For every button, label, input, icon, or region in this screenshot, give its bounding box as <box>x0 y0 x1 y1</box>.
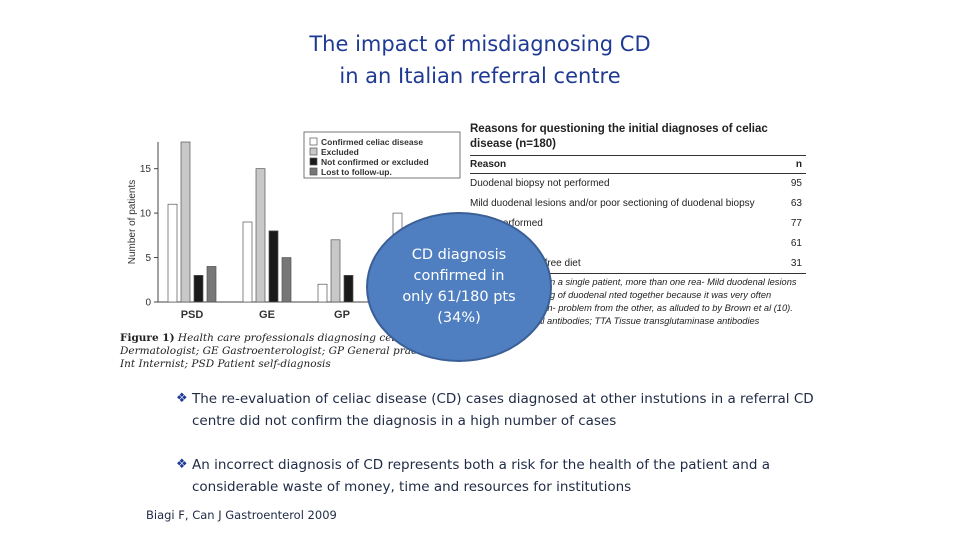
callout-text: CD diagnosis confirmed in only 61/180 pt… <box>402 247 516 326</box>
row-n: 77 <box>790 218 802 229</box>
header-reason: Reason <box>470 155 766 174</box>
y-axis-title: Number of patients <box>127 180 138 265</box>
bar <box>268 230 279 303</box>
diamond-bullet-icon: ❖ <box>176 457 188 472</box>
bullet-text: An incorrect diagnosis of CD represents … <box>192 457 771 495</box>
y-tick-label: 15 <box>140 164 152 175</box>
x-tick-label: GP <box>334 309 350 321</box>
y-tick-label: 5 <box>145 253 151 264</box>
bar <box>206 266 217 303</box>
table-footnote: han 180 because in a single patient, mor… <box>474 277 797 326</box>
bar <box>255 168 266 303</box>
y-tick-label: 0 <box>145 298 151 309</box>
title-line-1: The impact of misdiagnosing CD <box>309 32 651 56</box>
legend-swatch <box>309 147 318 156</box>
bar <box>167 203 178 303</box>
bullet-text: The re-evaluation of celiac disease (CD)… <box>192 391 814 429</box>
x-tick-label: PSD <box>181 309 204 321</box>
row-reason: Mild duodenal lesions and/or poor sectio… <box>470 198 755 209</box>
legend-swatch <box>309 167 318 176</box>
citation: Biagi F, Can J Gastroenterol 2009 <box>146 508 337 522</box>
legend-swatch <box>309 157 318 166</box>
header-n: n <box>766 155 806 174</box>
figure-caption-text: Health care professionals diagnosing cel… <box>120 332 460 370</box>
table-row: Duodenal biopsy not performed 95 <box>470 174 806 194</box>
legend-label: Not confirmed or excluded <box>321 157 429 167</box>
legend-box <box>303 131 461 179</box>
row-n: 63 <box>790 198 802 209</box>
bullet-list: ❖ The re-evaluation of celiac disease (C… <box>176 388 816 520</box>
table-title: Reasons for questioning the initial diag… <box>470 123 768 150</box>
bullet-item: ❖ The re-evaluation of celiac disease (C… <box>176 388 816 432</box>
row-reason: Duodenal biopsy not performed <box>470 178 610 190</box>
legend-label: Lost to follow-up. <box>321 167 392 177</box>
bar <box>242 221 253 303</box>
row-n: 61 <box>790 238 802 249</box>
bar <box>330 239 341 303</box>
row-n: 95 <box>790 178 802 190</box>
bar <box>317 283 328 303</box>
bar <box>193 274 204 303</box>
y-tick-label: 10 <box>140 209 152 220</box>
legend-label: Confirmed celiac disease <box>321 137 423 147</box>
bar <box>180 141 191 303</box>
legend-label: Excluded <box>321 147 359 157</box>
row-n: 31 <box>766 253 806 274</box>
diamond-bullet-icon: ❖ <box>176 391 188 406</box>
table-header-row: Reason n <box>470 155 806 174</box>
bar <box>343 274 354 303</box>
figure-caption: Figure 1) Health care professionals diag… <box>120 332 470 371</box>
figure-label: Figure 1) <box>120 332 175 344</box>
bar <box>281 257 292 303</box>
title-line-2: in an Italian referral centre <box>339 64 621 88</box>
x-tick-label: GE <box>259 309 275 321</box>
legend-swatch <box>309 137 318 146</box>
bullet-item: ❖ An incorrect diagnosis of CD represent… <box>176 454 816 498</box>
callout-bubble: CD diagnosis confirmed in only 61/180 pt… <box>366 212 552 362</box>
slide-title: The impact of misdiagnosing CD in an Ita… <box>0 28 960 92</box>
table-row: Mild duodenal lesions and/or poor sectio… <box>470 194 806 214</box>
